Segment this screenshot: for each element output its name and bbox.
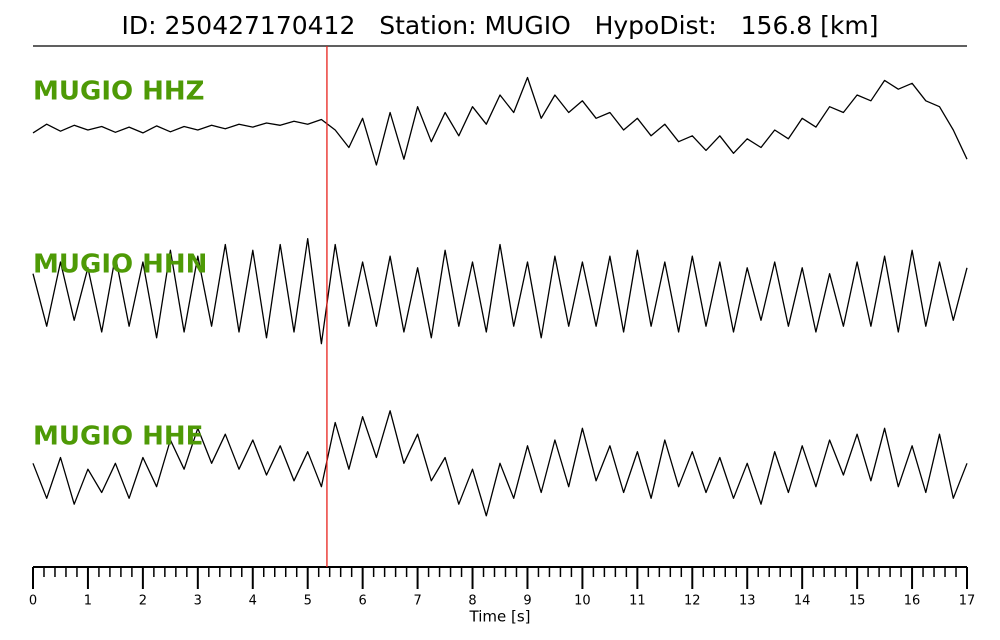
x-tick-label: 4 bbox=[249, 594, 257, 609]
x-tick-label: 2 bbox=[139, 594, 147, 609]
trace bbox=[32, 238, 968, 345]
x-tick-label: 11 bbox=[629, 594, 646, 609]
x-tick-label: 5 bbox=[304, 594, 312, 609]
trace-label: MUGIO HHE bbox=[33, 422, 203, 452]
x-tick-label: 13 bbox=[739, 594, 756, 609]
trace bbox=[32, 76, 968, 166]
x-tick-label: 12 bbox=[684, 594, 701, 609]
x-tick-label: 8 bbox=[468, 594, 476, 609]
x-tick-label: 15 bbox=[849, 594, 866, 609]
x-tick-label: 16 bbox=[904, 594, 921, 609]
x-tick-label: 17 bbox=[959, 594, 976, 609]
x-tick-label: 14 bbox=[794, 594, 811, 609]
trace-label: MUGIO HHZ bbox=[33, 77, 205, 107]
x-tick-label: 3 bbox=[194, 594, 202, 609]
x-axis-label: Time [s] bbox=[469, 608, 531, 626]
chart-title: ID: 250427170412 Station: MUGIO HypoDist… bbox=[122, 11, 879, 40]
x-tick-label: 1 bbox=[84, 594, 92, 609]
trace bbox=[32, 410, 968, 517]
x-tick-label: 0 bbox=[29, 594, 37, 609]
x-tick-label: 10 bbox=[574, 594, 591, 609]
x-tick-label: 6 bbox=[359, 594, 367, 609]
x-tick-label: 9 bbox=[523, 594, 531, 609]
x-tick-label: 7 bbox=[413, 594, 421, 609]
trace-label: MUGIO HHN bbox=[33, 250, 207, 280]
